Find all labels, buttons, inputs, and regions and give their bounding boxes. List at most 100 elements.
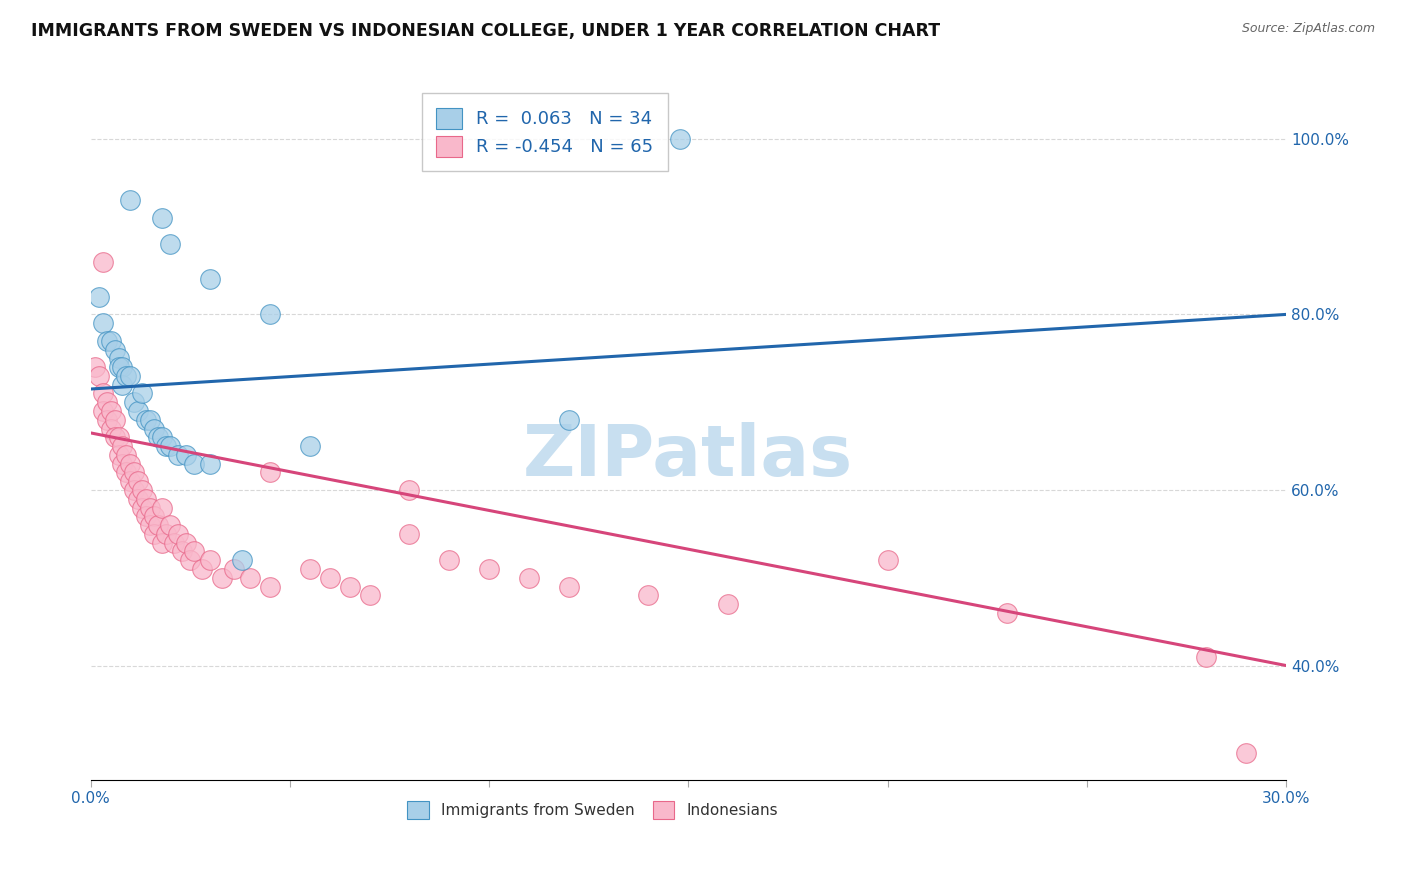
Text: IMMIGRANTS FROM SWEDEN VS INDONESIAN COLLEGE, UNDER 1 YEAR CORRELATION CHART: IMMIGRANTS FROM SWEDEN VS INDONESIAN COL… (31, 22, 941, 40)
Point (298, 562, 321, 576)
Point (111, 360, 134, 375)
Point (231, 553, 253, 567)
Point (127, 491, 149, 506)
Point (115, 466, 138, 480)
Point (111, 377, 134, 392)
Point (100, 334, 122, 348)
Point (127, 404, 149, 418)
Point (155, 439, 177, 453)
Point (139, 413, 162, 427)
Point (439, 553, 461, 567)
Point (91, 254, 114, 268)
Point (135, 413, 157, 427)
Point (124, 395, 146, 409)
Point (148, 518, 170, 533)
Point (103, 343, 125, 357)
Text: ZIPatlas: ZIPatlas (523, 422, 853, 491)
Point (183, 457, 205, 471)
Legend: Immigrants from Sweden, Indonesians: Immigrants from Sweden, Indonesians (401, 795, 785, 824)
Point (124, 466, 146, 480)
Point (637, 588, 659, 602)
Point (155, 526, 177, 541)
Point (131, 483, 153, 497)
Point (143, 421, 166, 435)
Point (91, 316, 114, 330)
Point (96, 395, 118, 409)
Point (478, 562, 501, 576)
Point (159, 518, 181, 533)
Point (167, 526, 190, 541)
Point (150, 500, 173, 515)
Point (183, 544, 205, 558)
Point (211, 571, 233, 585)
Point (135, 509, 157, 524)
Point (111, 457, 134, 471)
Point (120, 457, 142, 471)
Point (167, 448, 190, 462)
Point (120, 474, 142, 488)
Point (259, 307, 281, 321)
Point (150, 211, 173, 225)
Point (198, 457, 221, 471)
Point (139, 518, 162, 533)
Point (150, 535, 173, 549)
Point (87, 290, 110, 304)
Point (517, 571, 540, 585)
Point (115, 448, 138, 462)
Point (191, 562, 214, 576)
Point (298, 439, 321, 453)
Point (995, 606, 1018, 620)
Point (198, 553, 221, 567)
Point (124, 483, 146, 497)
Point (179, 553, 201, 567)
Point (398, 526, 420, 541)
Point (91, 404, 114, 418)
Point (398, 483, 420, 497)
Point (100, 421, 122, 435)
Text: Source: ZipAtlas.com: Source: ZipAtlas.com (1241, 22, 1375, 36)
Point (143, 509, 166, 524)
Point (239, 571, 262, 585)
Point (159, 439, 181, 453)
Point (174, 535, 197, 549)
Point (120, 194, 142, 208)
Point (115, 368, 138, 383)
Point (100, 404, 122, 418)
Point (148, 430, 170, 444)
Point (103, 413, 125, 427)
Point (120, 368, 142, 383)
Point (91, 386, 114, 401)
Point (127, 474, 149, 488)
Point (107, 351, 129, 366)
Point (359, 588, 381, 602)
Point (339, 580, 361, 594)
Point (876, 553, 898, 567)
Point (150, 430, 173, 444)
Point (717, 597, 740, 611)
Point (96, 334, 118, 348)
Point (163, 535, 186, 549)
Point (103, 430, 125, 444)
Point (198, 272, 221, 286)
Point (83, 360, 105, 375)
Point (87, 368, 110, 383)
Point (222, 562, 245, 576)
Point (159, 237, 181, 252)
Point (1195, 649, 1218, 664)
Point (107, 360, 129, 375)
Point (259, 466, 281, 480)
Point (107, 448, 129, 462)
Point (107, 430, 129, 444)
Point (111, 439, 134, 453)
Point (318, 571, 340, 585)
Point (558, 413, 581, 427)
Point (259, 580, 281, 594)
Point (139, 500, 162, 515)
Point (172, 544, 194, 558)
Point (174, 448, 197, 462)
Point (558, 580, 581, 594)
Point (131, 386, 153, 401)
Point (1234, 746, 1257, 760)
Point (669, 132, 692, 146)
Point (131, 500, 153, 515)
